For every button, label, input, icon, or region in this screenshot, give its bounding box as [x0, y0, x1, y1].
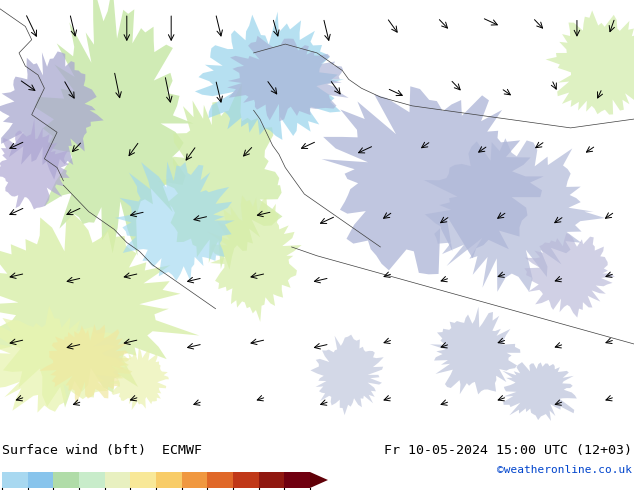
Polygon shape [34, 0, 193, 256]
Bar [284, 472, 310, 488]
Polygon shape [502, 362, 577, 421]
Bar [79, 472, 105, 488]
Polygon shape [430, 307, 521, 394]
FancyArrow shape [310, 472, 328, 488]
Text: Surface wind (bft)  ECMWF: Surface wind (bft) ECMWF [2, 444, 202, 457]
Text: Fr 10-05-2024 15:00 UTC (12+03): Fr 10-05-2024 15:00 UTC (12+03) [384, 444, 632, 457]
Bar [233, 472, 259, 488]
Bar [28, 472, 53, 488]
Bar [105, 472, 131, 488]
Polygon shape [108, 347, 169, 410]
Polygon shape [311, 335, 384, 415]
Polygon shape [0, 215, 199, 408]
Bar [131, 472, 156, 488]
Bar [259, 472, 284, 488]
Polygon shape [524, 233, 615, 318]
Polygon shape [546, 10, 634, 115]
Polygon shape [0, 306, 129, 413]
Text: ©weatheronline.co.uk: ©weatheronline.co.uk [497, 465, 632, 475]
Polygon shape [158, 84, 283, 270]
Polygon shape [195, 12, 344, 140]
Bar [207, 472, 233, 488]
Polygon shape [321, 86, 544, 274]
Polygon shape [39, 324, 133, 405]
Polygon shape [0, 119, 70, 209]
Polygon shape [227, 36, 349, 122]
Polygon shape [424, 138, 605, 292]
Polygon shape [0, 51, 104, 180]
Bar [53, 472, 79, 488]
Bar [182, 472, 207, 488]
Bar [156, 472, 182, 488]
Polygon shape [115, 161, 235, 281]
Polygon shape [207, 195, 302, 322]
Bar [2, 472, 28, 488]
